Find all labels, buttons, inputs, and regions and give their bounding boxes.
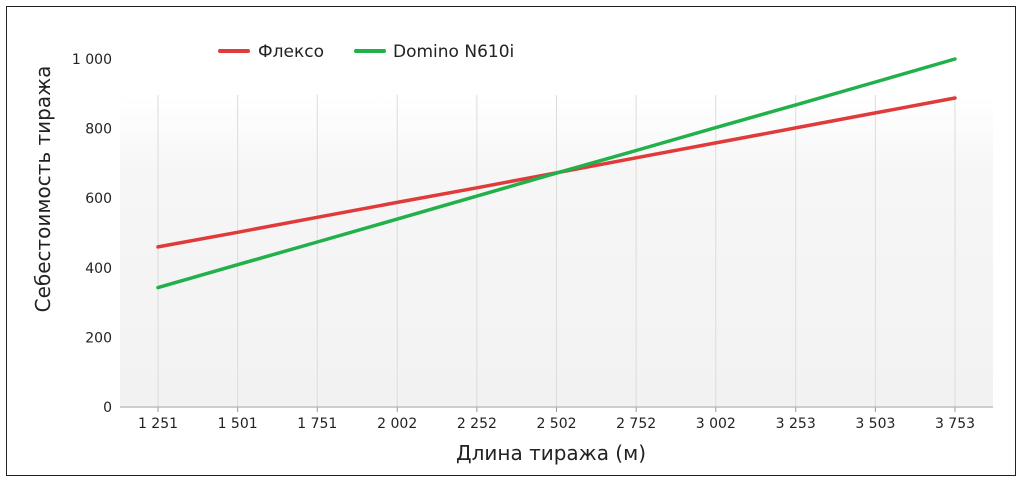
y-tick-label: 0 [103,400,112,416]
y-tick-label: 800 [85,122,112,138]
x-tick-label: 2 752 [616,416,656,432]
x-tick-label: 3 253 [776,416,816,432]
x-tick-label: 1 501 [218,416,258,432]
grid-lines [157,95,956,412]
y-tick-labels: 0 200 400 600 800 1 000 [72,52,112,416]
series-lines [156,57,957,290]
y-tick-label: 200 [85,330,112,346]
x-axis-title: Длина тиража (м) [456,441,646,465]
y-axis-title: Себестоимость тиража [31,66,55,313]
legend: Флексо Domino N610i [218,42,514,62]
x-tick-label: 2 502 [536,416,576,432]
legend-label: Флексо [258,42,324,62]
x-tick-label: 3 503 [855,416,895,432]
x-tick-label: 1 751 [297,416,337,432]
y-tick-label: 1 000 [72,52,112,68]
x-tick-label: 3 002 [696,416,736,432]
y-tick-label: 600 [85,191,112,207]
y-tick-label: 400 [85,261,112,277]
series-line-2 [156,57,957,290]
x-tick-label: 1 251 [138,416,178,432]
x-tick-labels: 1 251 1 501 1 751 2 002 2 252 2 502 2 752 3 002… [138,416,975,432]
x-tick-label: 2 002 [377,416,417,432]
x-tick-label: 3 753 [935,416,975,432]
x-tick-label: 2 252 [457,416,497,432]
legend-label: Domino N610i [393,42,514,62]
